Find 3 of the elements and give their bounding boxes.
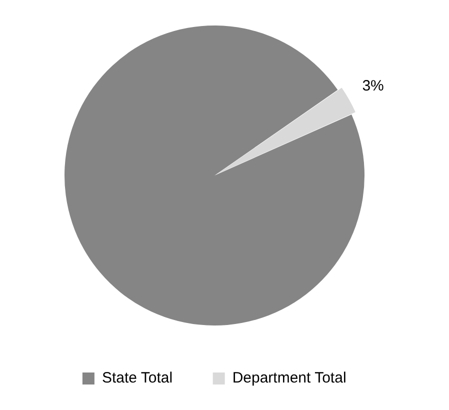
data-label: 3%: [362, 77, 384, 94]
legend-label: Department Total: [232, 370, 346, 387]
legend-label: State Total: [102, 370, 173, 387]
